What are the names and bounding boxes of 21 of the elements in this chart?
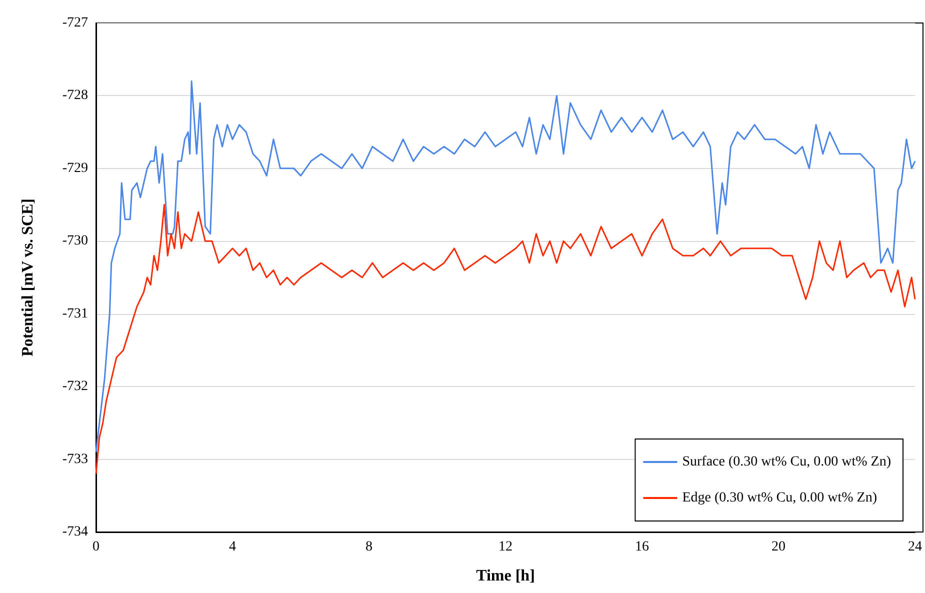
legend-label: Edge (0.30 wt% Cu, 0.00 wt% Zn): [682, 490, 878, 506]
x-tick-label: 0: [92, 540, 100, 554]
y-tick-label: -730: [62, 234, 88, 249]
line-series: [95, 80, 916, 453]
y-tick-label: -734: [62, 524, 88, 540]
y-tick-label: -728: [62, 88, 88, 104]
x-tick-label: 8: [366, 540, 372, 554]
y-tick-label: -731: [62, 306, 88, 322]
y-axis-title: Potential [mV vs. SCE]: [20, 198, 36, 356]
x-tick-label: 24: [908, 540, 922, 554]
x-axis-title: Time [h]: [476, 568, 535, 584]
y-tick-label: -727: [62, 16, 88, 30]
y-tick-label: -729: [62, 160, 88, 176]
y-tick-label: -732: [62, 379, 88, 394]
line-series: [95, 204, 916, 475]
x-tick-label: 20: [772, 540, 786, 554]
x-tick-label: 12: [498, 540, 512, 554]
y-tick-label: -733: [62, 452, 88, 467]
x-tick-label: 4: [229, 540, 236, 554]
legend-label: Surface (0.30 wt% Cu, 0.00 wt% Zn): [682, 454, 892, 470]
x-tick-label: 16: [635, 540, 649, 554]
